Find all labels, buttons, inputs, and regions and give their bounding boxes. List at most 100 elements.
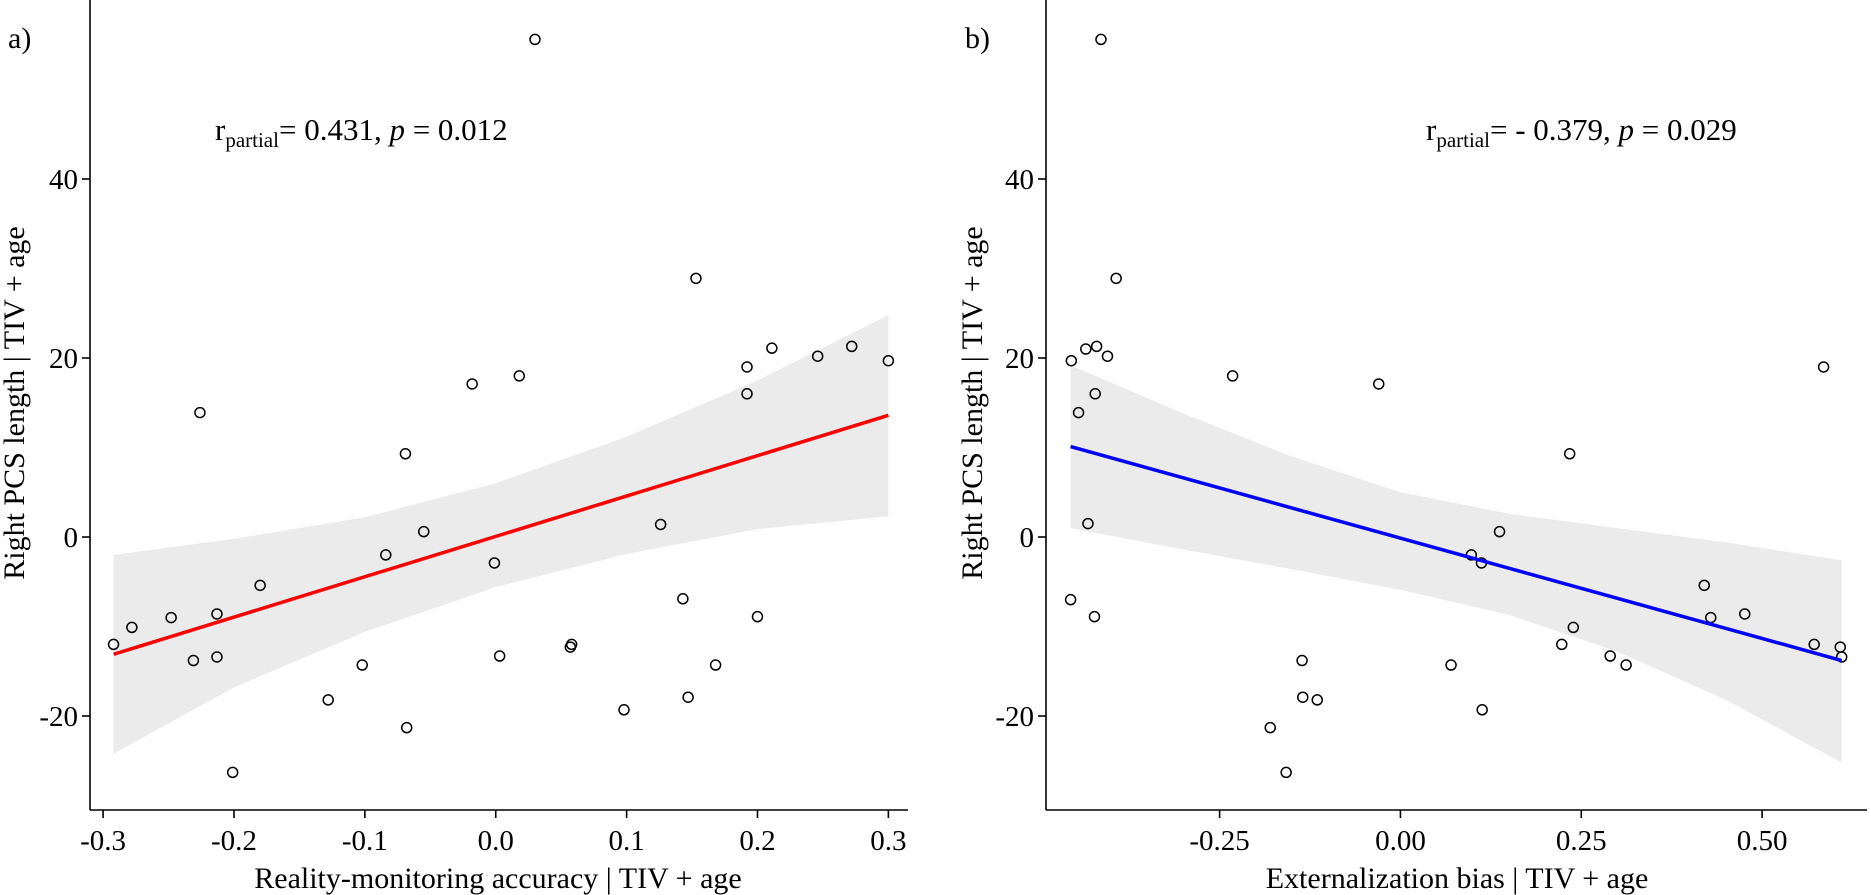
data-point — [1698, 579, 1710, 592]
data-point — [356, 659, 368, 671]
data-point — [417, 525, 430, 538]
data-point — [1065, 354, 1078, 367]
data-point — [811, 350, 824, 362]
data-point — [1604, 650, 1616, 662]
data-point — [1082, 517, 1094, 530]
data-point — [493, 650, 506, 662]
data-point — [682, 691, 694, 703]
data-point — [1493, 525, 1506, 538]
r-label: r — [215, 112, 226, 147]
data-point — [1072, 406, 1085, 419]
data-point — [1095, 33, 1107, 46]
panel-a: -20 0 20 40 -0.3 -0.2 -0.1 0.0 0.1 0.2 0.3 a) Rea… — [0, 0, 908, 895]
y-tick-label: 20 — [1005, 343, 1034, 375]
data-point — [709, 659, 722, 671]
data-point — [654, 518, 667, 531]
data-point — [211, 651, 223, 663]
data-point — [1296, 654, 1308, 667]
data-point — [126, 621, 138, 634]
data-point — [194, 406, 206, 419]
data-point — [226, 766, 239, 779]
data-point — [741, 388, 753, 400]
data-point — [399, 448, 412, 460]
data-points — [1064, 33, 1848, 779]
data-point — [211, 608, 223, 620]
p-value: = 0.029 — [1634, 112, 1737, 147]
data-point — [1563, 448, 1576, 460]
data-point — [254, 579, 266, 592]
data-point — [322, 694, 334, 706]
y-tick-label: 0 — [64, 522, 79, 554]
x-tick-label: -0.2 — [211, 825, 257, 857]
data-point — [751, 610, 764, 623]
x-tick-label: 0.2 — [739, 825, 775, 857]
data-point — [1297, 691, 1309, 703]
y-tick-label: 40 — [49, 164, 78, 196]
r-value: = - 0.379, — [1490, 112, 1619, 147]
data-point — [1445, 659, 1457, 671]
x-ticks: -0.25 0.00 0.25 0.50 — [1189, 810, 1787, 857]
data-point — [1739, 608, 1751, 620]
data-point — [400, 721, 413, 734]
r-label: r — [1426, 112, 1437, 147]
data-point — [1372, 378, 1385, 390]
data-point — [529, 33, 541, 46]
data-point — [513, 370, 526, 382]
p-label: p — [387, 112, 405, 147]
data-point — [1835, 651, 1848, 663]
y-tick-label: 0 — [1020, 522, 1035, 554]
data-point — [107, 638, 120, 651]
data-point — [677, 593, 689, 605]
r-subscript: partial — [1436, 128, 1490, 152]
r-subscript: partial — [225, 128, 279, 152]
stat-annotation: rpartial= - 0.379, p = 0.029 — [1426, 112, 1737, 152]
panel-label: a) — [8, 22, 31, 55]
y-tick-label: -20 — [995, 701, 1034, 733]
data-point — [165, 611, 177, 624]
x-tick-label: 0.1 — [608, 825, 644, 857]
regression-line — [1070, 444, 1843, 663]
panel-label: b) — [965, 22, 990, 55]
data-point — [187, 654, 200, 667]
y-tick-label: 40 — [1005, 164, 1034, 196]
panel-b: -20 0 20 40 -0.25 0.00 0.25 0.50 b) Externaliz… — [956, 0, 1867, 895]
data-point — [1101, 350, 1114, 362]
stat-annotation: rpartial= 0.431, p = 0.012 — [215, 112, 508, 152]
data-point — [1311, 694, 1324, 706]
data-point — [882, 354, 895, 367]
x-tick-label: 0.0 — [478, 825, 514, 857]
data-point — [466, 378, 478, 390]
data-point — [380, 549, 392, 561]
data-point — [618, 704, 630, 716]
data-point — [1817, 361, 1830, 373]
x-tick-label: 0.25 — [1556, 825, 1607, 857]
data-point — [690, 272, 702, 285]
x-tick-label: -0.25 — [1189, 825, 1249, 857]
data-point — [1089, 388, 1101, 400]
data-point — [1620, 659, 1632, 671]
y-tick-label: 20 — [49, 343, 78, 375]
data-points — [107, 33, 895, 779]
data-point — [1280, 766, 1292, 779]
x-tick-label: 0.00 — [1375, 825, 1426, 857]
y-ticks: -20 0 20 40 — [39, 164, 90, 733]
data-point — [1226, 370, 1239, 382]
data-point — [741, 361, 753, 373]
data-point — [766, 342, 778, 354]
x-tick-label: -0.3 — [80, 825, 126, 857]
y-ticks: -20 0 20 40 — [995, 164, 1046, 733]
data-point — [1080, 343, 1092, 355]
x-tick-label: -0.1 — [342, 825, 388, 857]
p-label: p — [1617, 112, 1635, 147]
data-point — [1567, 621, 1580, 634]
x-ticks: -0.3 -0.2 -0.1 0.0 0.1 0.2 0.3 — [80, 810, 906, 857]
x-axis-title: Reality-monitoring accuracy | TIV + age — [254, 862, 742, 895]
y-axis-title: Right PCS length | TIV + age — [956, 226, 989, 580]
data-point — [1476, 704, 1488, 716]
data-point — [1808, 638, 1820, 651]
data-point — [565, 638, 578, 651]
data-point — [1064, 593, 1077, 606]
data-point — [488, 557, 501, 569]
x-axis-title: Externalization bias | TIV + age — [1266, 862, 1649, 895]
